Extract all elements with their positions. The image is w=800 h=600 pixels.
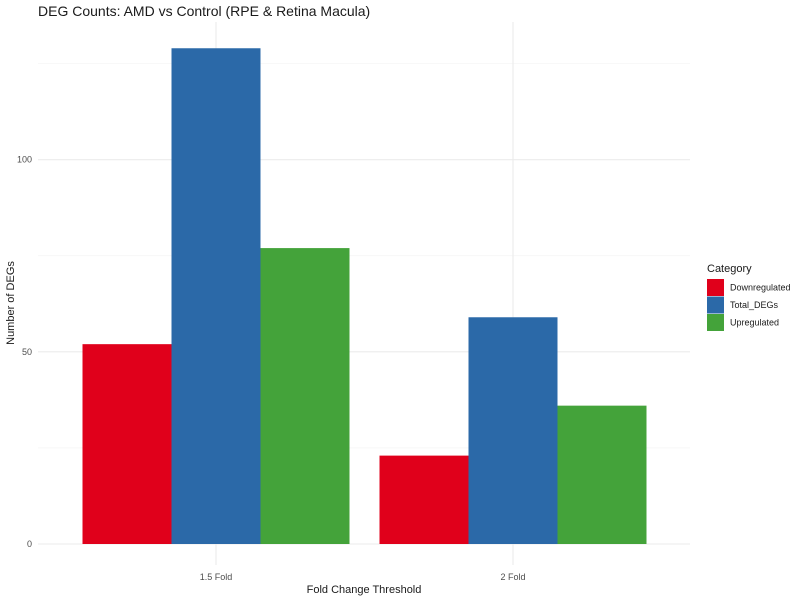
bar-upregulated-1: [557, 405, 647, 544]
bars: [82, 48, 647, 545]
legend-swatch-total-degs: [707, 296, 724, 314]
legend-label-upregulated: Upregulated: [730, 318, 779, 328]
x-axis-title: Fold Change Threshold: [307, 584, 422, 596]
legend-title: Category: [707, 263, 752, 275]
bar-upregulated-0: [260, 248, 350, 545]
x-tick-label: 1.5 Fold: [200, 572, 233, 582]
legend-label-downregulated: Downregulated: [730, 283, 791, 293]
bar-total-degs-0: [171, 48, 261, 545]
chart-title: DEG Counts: AMD vs Control (RPE & Retina…: [38, 3, 370, 19]
y-axis-title: Number of DEGs: [5, 261, 17, 345]
legend-label-total-degs: Total_DEGs: [730, 300, 779, 310]
axis-ticks: 0 50 100 1.5 Fold 2 Fold: [17, 155, 526, 582]
legend: Category Downregulated Total_DEGs Upregula…: [707, 263, 791, 331]
bar-total-degs-1: [468, 317, 558, 544]
y-tick-label: 50: [22, 347, 32, 357]
x-tick-label: 2 Fold: [500, 572, 525, 582]
y-tick-label: 100: [17, 155, 32, 165]
bar-downregulated-0: [82, 344, 172, 544]
legend-swatch-upregulated: [707, 314, 724, 331]
bar-downregulated-1: [379, 455, 469, 544]
legend-swatch-downregulated: [707, 279, 724, 296]
y-tick-label: 0: [27, 539, 32, 549]
